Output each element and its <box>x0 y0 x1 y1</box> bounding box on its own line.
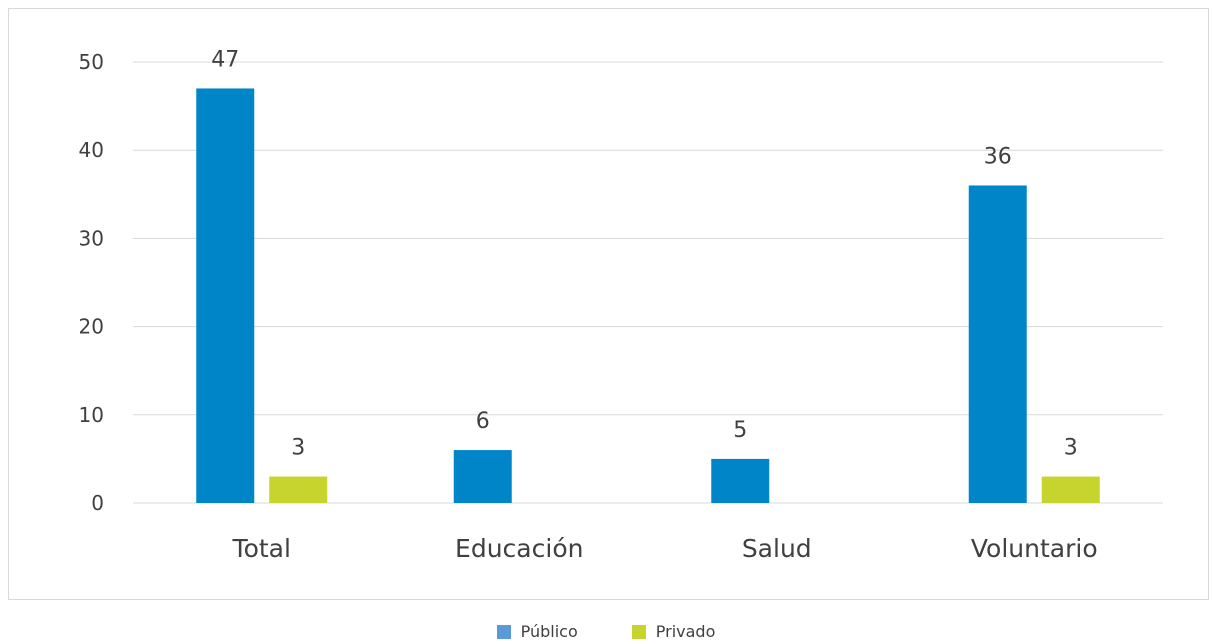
legend-swatch-privado <box>631 624 646 639</box>
legend-item-publico: Público <box>496 622 578 641</box>
legend-swatch-publico <box>496 624 511 639</box>
bar-publico-educacion <box>453 450 512 503</box>
y-tick-label-0: 0 <box>91 491 104 515</box>
legend-item-privado: Privado <box>631 622 716 641</box>
legend-label-privado: Privado <box>655 622 716 641</box>
bar-publico-voluntario <box>968 185 1027 504</box>
bar-publico-total <box>196 88 255 504</box>
y-tick-label-10: 10 <box>79 403 104 427</box>
y-tick-label-20: 20 <box>79 315 104 339</box>
data-label-privado-total: 3 <box>291 436 305 461</box>
x-tick-label-salud: Salud <box>742 534 812 563</box>
x-tick-label-total: Total <box>232 534 291 563</box>
legend-label-publico: Público <box>520 622 578 641</box>
y-tick-label-30: 30 <box>79 226 104 250</box>
x-tick-label-educacion: Educación <box>455 534 583 563</box>
data-label-publico-salud: 5 <box>733 418 747 443</box>
data-label-publico-educacion: 6 <box>476 409 490 434</box>
bar-publico-salud <box>711 458 770 503</box>
bar-privado-total <box>269 476 328 503</box>
y-tick-label-40: 40 <box>79 138 104 162</box>
x-tick-label-voluntario: Voluntario <box>971 534 1098 563</box>
legend: Público Privado <box>0 622 1212 641</box>
data-label-privado-voluntario: 3 <box>1064 436 1078 461</box>
y-tick-label-50: 50 <box>79 50 104 74</box>
bar-privado-voluntario <box>1041 476 1100 503</box>
data-label-publico-voluntario: 36 <box>984 144 1012 169</box>
data-label-publico-total: 47 <box>211 47 239 72</box>
